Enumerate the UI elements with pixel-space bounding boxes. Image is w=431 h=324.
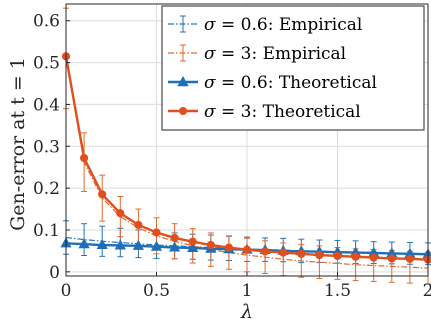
series-layer — [60, 7, 431, 285]
legend-label: σ = 0.6: Empirical — [204, 15, 362, 35]
y-tick-label: 0.4 — [33, 95, 60, 115]
series-line — [65, 58, 429, 269]
data-point — [150, 240, 163, 251]
x-tick-label: 0 — [61, 281, 72, 301]
data-point — [132, 239, 145, 250]
y-tick-label: 0.6 — [33, 12, 60, 32]
data-point — [78, 238, 90, 249]
x-tick-label: 0.5 — [143, 281, 170, 301]
data-point — [279, 248, 288, 257]
data-point — [134, 220, 143, 230]
data-point — [333, 251, 342, 261]
legend: σ = 0.6: Empirical σ = 3: Empirical σ = 0.… — [161, 5, 425, 131]
data-point — [170, 233, 179, 243]
y-tick-label: 0 — [49, 263, 60, 283]
data-point — [114, 239, 126, 250]
data-point — [297, 249, 306, 258]
data-point — [351, 252, 360, 261]
data-point — [188, 237, 197, 246]
data-point — [387, 254, 396, 263]
legend-item-sigma-3-theoretical: σ = 3: Theoretical — [168, 102, 361, 122]
data-point — [405, 254, 414, 263]
legend-label: σ = 0.6: Theoretical — [204, 73, 377, 93]
y-tick-label: 0.1 — [33, 221, 60, 241]
data-point — [152, 228, 161, 237]
y-axis-label: Gen-error at t = 1 — [7, 57, 29, 231]
legend-item-sigma-3-empirical: σ = 3: Empirical — [168, 44, 346, 64]
legend-label: σ = 3: Empirical — [204, 44, 346, 64]
x-tick-label: 1.5 — [324, 281, 351, 301]
data-point — [369, 253, 378, 262]
x-tick-label: 2 — [423, 281, 431, 301]
data-point — [98, 190, 107, 199]
data-point — [242, 245, 252, 254]
legend-label: σ = 3: Theoretical — [204, 102, 361, 122]
data-point — [168, 241, 181, 252]
series-sigma-3-theoretical — [61, 52, 431, 264]
legend-marker — [177, 76, 189, 87]
legend-box — [161, 5, 425, 131]
data-point — [187, 241, 199, 252]
data-point — [96, 239, 108, 250]
y-tick-label: 0.2 — [33, 179, 60, 199]
data-point — [315, 250, 324, 260]
data-point — [206, 240, 215, 250]
y-tick-label: 0.3 — [33, 137, 60, 157]
data-point — [116, 209, 125, 218]
legend-item-sigma-0-6-theoretical: σ = 0.6: Theoretical — [168, 73, 377, 93]
legend-marker — [179, 107, 187, 115]
data-point — [261, 247, 270, 256]
data-point — [224, 243, 233, 252]
data-point — [80, 153, 89, 163]
y-tick-label: 0.5 — [33, 54, 60, 74]
x-tick-label: 1 — [242, 281, 253, 301]
x-axis-label: λ — [240, 301, 253, 323]
legend-item-sigma-0-6-empirical: σ = 0.6: Empirical — [168, 15, 362, 35]
ticks: 0 0.5 1 1.5 2 0 0.1 0.2 0.3 0.4 0.5 0.6 — [33, 12, 431, 301]
